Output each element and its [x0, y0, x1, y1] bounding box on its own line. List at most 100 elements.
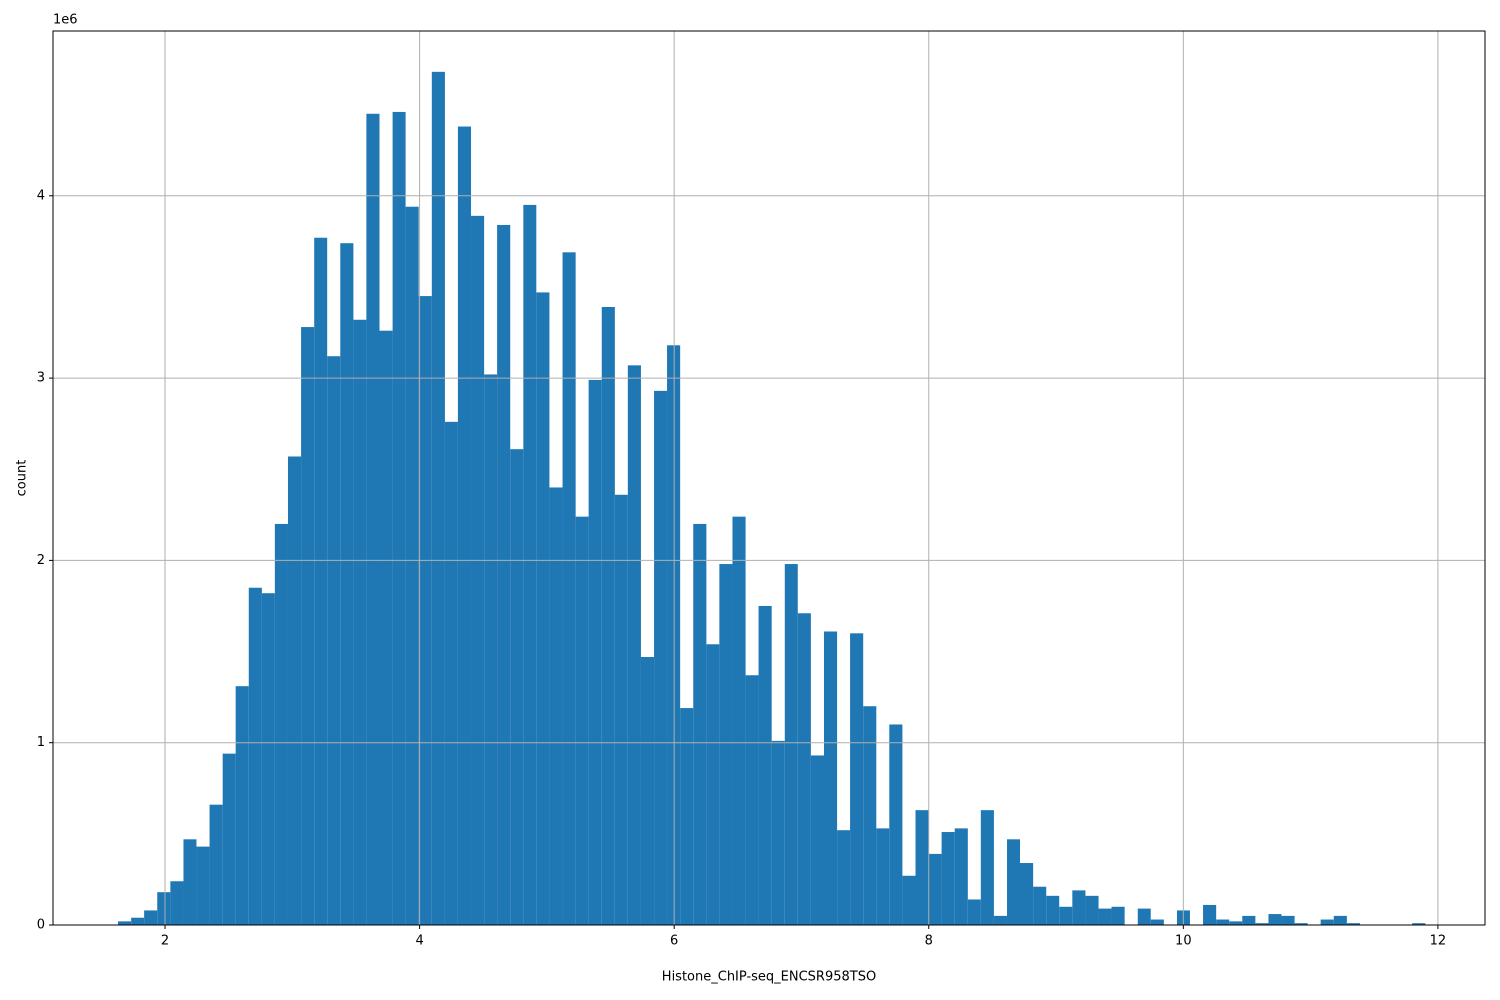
- bar: [536, 292, 550, 925]
- bar: [261, 593, 275, 925]
- bar: [902, 875, 916, 925]
- bar: [614, 494, 628, 925]
- bar: [693, 523, 707, 925]
- x-tick-label: 6: [670, 934, 678, 949]
- x-tick-label: 10: [1175, 934, 1192, 949]
- bar: [640, 657, 655, 925]
- bar: [784, 564, 798, 925]
- bar: [1111, 906, 1125, 925]
- bar: [1137, 908, 1151, 925]
- bar: [758, 605, 772, 925]
- bar: [954, 828, 968, 925]
- bar: [1320, 919, 1334, 925]
- bar: [418, 296, 432, 925]
- x-tick-label: 4: [415, 934, 423, 949]
- bar: [523, 204, 537, 925]
- bar: [549, 487, 563, 925]
- y-tick-label: 1: [37, 735, 45, 750]
- bar: [1255, 923, 1269, 925]
- bar: [484, 374, 498, 926]
- bar: [327, 356, 341, 925]
- bar: [797, 613, 811, 925]
- bar: [601, 307, 615, 925]
- bar: [170, 881, 184, 925]
- bar: [876, 828, 890, 925]
- y-offset-label: 1e6: [53, 13, 78, 28]
- bar: [889, 724, 903, 925]
- bar: [745, 675, 759, 925]
- bar: [1346, 923, 1361, 925]
- bar: [575, 516, 589, 925]
- bar: [510, 449, 524, 925]
- bar: [287, 456, 302, 925]
- bar: [196, 846, 210, 925]
- bar: [431, 71, 445, 926]
- x-tick-label: 12: [1430, 934, 1447, 949]
- plot-frame: [52, 30, 1486, 926]
- bar: [471, 215, 485, 926]
- bar: [667, 345, 681, 925]
- y-tick-label: 0: [37, 918, 45, 933]
- bar: [810, 755, 824, 925]
- bar: [915, 810, 929, 925]
- bar: [771, 740, 785, 925]
- bar: [1046, 895, 1060, 925]
- bar: [1085, 895, 1099, 925]
- bar: [366, 113, 380, 925]
- bar: [405, 206, 419, 925]
- bar: [823, 631, 838, 925]
- bar: [654, 390, 668, 925]
- bar: [1242, 915, 1256, 925]
- bar: [941, 832, 955, 925]
- bar: [1020, 863, 1034, 925]
- bar: [562, 252, 576, 926]
- x-tick-label: 2: [161, 934, 169, 949]
- bar: [183, 839, 197, 925]
- y-axis-label: count: [15, 460, 30, 497]
- x-axis-label: Histone_ChIP-seq_ENCSR958TSO: [662, 970, 876, 985]
- bar: [118, 921, 132, 925]
- bar: [1059, 906, 1073, 925]
- bar: [837, 830, 851, 925]
- bar: [850, 633, 864, 925]
- bar: [993, 915, 1008, 925]
- bar: [928, 853, 942, 925]
- bar: [235, 686, 249, 925]
- bar: [1333, 915, 1347, 925]
- bar: [497, 224, 511, 925]
- bar: [680, 708, 694, 925]
- bar: [1150, 919, 1164, 925]
- bar: [1281, 915, 1295, 925]
- bar: [379, 330, 393, 925]
- bar: [157, 892, 171, 925]
- bar: [209, 804, 223, 925]
- bar: [248, 587, 262, 925]
- bar: [222, 753, 236, 925]
- bar: [980, 810, 994, 925]
- bar: [627, 365, 641, 925]
- bar: [706, 644, 720, 925]
- bar: [340, 243, 354, 925]
- y-tick-label: 3: [37, 371, 45, 386]
- bar: [863, 706, 877, 925]
- bar: [144, 910, 158, 925]
- bar: [1268, 914, 1282, 925]
- bar: [392, 111, 406, 925]
- bar: [1203, 904, 1217, 925]
- bar: [444, 421, 458, 925]
- bar: [1007, 839, 1021, 925]
- bar: [967, 899, 981, 925]
- bar: [1033, 886, 1047, 925]
- bar: [1294, 923, 1308, 925]
- bar: [353, 319, 367, 926]
- bar: [1216, 919, 1230, 925]
- y-tick-label: 4: [37, 188, 45, 203]
- bar: [588, 379, 602, 926]
- bar: [1412, 923, 1426, 925]
- bar: [274, 523, 288, 925]
- bar: [1229, 921, 1243, 925]
- bar: [457, 126, 472, 926]
- bar: [1072, 890, 1086, 925]
- bar: [732, 516, 746, 925]
